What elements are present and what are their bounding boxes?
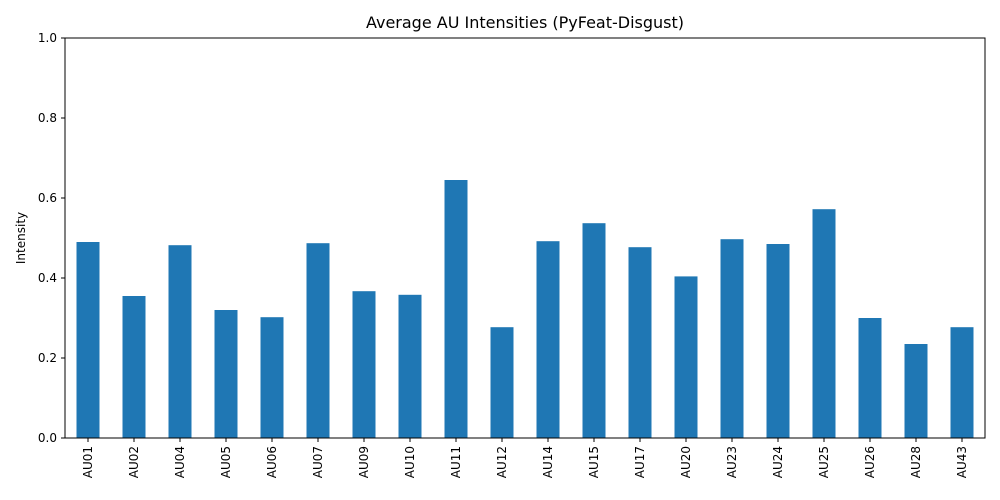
axes-frame (64, 37, 986, 439)
y-ticks-group: 0.0 0.2 0.4 0.6 0.8 1.0 (38, 31, 65, 445)
x-tick-label: AU11 (449, 446, 463, 478)
x-tick-label: AU23 (725, 446, 739, 478)
x-tick-label: AU25 (817, 446, 831, 478)
bar-au26 (858, 318, 882, 438)
bar-au02 (122, 296, 146, 438)
y-tick-label: 0.8 (38, 111, 57, 125)
x-tick-label: AU09 (357, 446, 371, 478)
x-tick-label: AU07 (311, 446, 325, 478)
bar-au14 (536, 241, 560, 438)
y-tick-label: 0.4 (38, 271, 57, 285)
bar-au01 (76, 242, 100, 438)
chart-title: Average AU Intensities (PyFeat-Disgust) (366, 13, 684, 32)
x-tick-label: AU05 (219, 446, 233, 478)
y-tick-label: 0.6 (38, 191, 57, 205)
bars-group (76, 180, 974, 438)
x-tick-label: AU43 (955, 446, 969, 478)
x-tick-label: AU14 (541, 446, 555, 478)
bar-au06 (260, 317, 284, 438)
bar-au43 (950, 327, 974, 438)
y-tick-label: 0.2 (38, 351, 57, 365)
bar-au15 (582, 223, 606, 438)
x-tick-label: AU15 (587, 446, 601, 478)
x-tick-label: AU17 (633, 446, 647, 478)
x-tick-label: AU24 (771, 446, 785, 478)
bar-au10 (398, 294, 422, 438)
y-axis-label: Intensity (14, 212, 28, 264)
bar-au12 (490, 327, 514, 438)
x-tick-label: AU04 (173, 446, 187, 478)
x-tick-label: AU26 (863, 446, 877, 478)
y-tick-label: 1.0 (38, 31, 57, 45)
bar-au28 (904, 344, 928, 438)
x-tick-label: AU12 (495, 446, 509, 478)
bar-au11 (444, 180, 468, 438)
x-tick-label: AU01 (81, 446, 95, 478)
x-tick-label: AU10 (403, 446, 417, 478)
bar-au20 (674, 276, 698, 438)
x-tick-label: AU28 (909, 446, 923, 478)
bar-au09 (352, 291, 376, 438)
x-tick-label: AU06 (265, 446, 279, 478)
bar-au07 (306, 243, 330, 438)
bar-au17 (628, 247, 652, 438)
x-ticks-group: AU01 AU02 AU04 AU05 AU06 AU07 AU09 AU10 AU11 AU12… (81, 438, 969, 478)
x-tick-label: AU20 (679, 446, 693, 478)
bar-au25 (812, 209, 836, 438)
bar-au23 (720, 239, 744, 438)
bar-au04 (168, 245, 192, 438)
bar-au05 (214, 310, 238, 438)
x-tick-label: AU02 (127, 446, 141, 478)
y-tick-label: 0.0 (38, 431, 57, 445)
bar-au24 (766, 244, 790, 438)
